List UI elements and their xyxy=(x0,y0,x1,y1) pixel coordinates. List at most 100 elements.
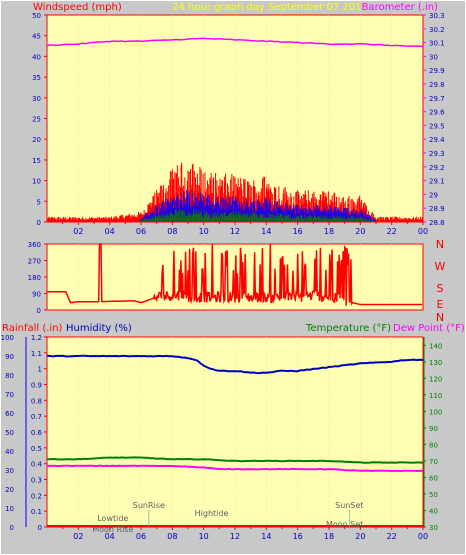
barometer-y-tick-label: 30.1 xyxy=(429,40,445,48)
temp-y-tick-label: 140 xyxy=(429,342,442,350)
barometer-y-tick-label: 28.8 xyxy=(429,219,445,227)
wind-panel-x-tick-label: 14 xyxy=(261,227,271,236)
compass-letter: S xyxy=(437,282,444,295)
wind-panel-x-tick-label: 20 xyxy=(355,227,365,236)
direction-y-tick-label: 270 xyxy=(28,258,41,266)
rainfall-y-tick-label: 20 xyxy=(5,486,14,494)
temp-y-tick-label: 110 xyxy=(429,392,442,400)
barometer-y-tick-label: 29 xyxy=(429,191,438,199)
wind-y-tick-label: 50 xyxy=(32,12,41,20)
humidity-y-tick-label: 1.2 xyxy=(31,334,42,342)
wind-y-tick-label: 40 xyxy=(32,53,41,61)
barometer-line xyxy=(46,37,424,48)
barometer-y-tick-label: 30.2 xyxy=(429,26,445,34)
barometer-y-tick-label: 29.2 xyxy=(429,164,445,172)
temp-panel-x-tick-label: 02 xyxy=(73,532,83,541)
temperature-axis-title: Temperature (°F) xyxy=(305,323,391,334)
wind-panel-x-tick-label: 08 xyxy=(167,227,177,236)
temp-y-tick-label: 30 xyxy=(429,524,438,532)
wind-y-tick-label: 15 xyxy=(32,157,41,165)
wind-y-tick-label: 20 xyxy=(32,136,41,144)
wind-panel-x-tick-label: 12 xyxy=(230,227,240,236)
temp-y-tick-label: 70 xyxy=(429,458,438,466)
barometer-y-tick-label: 30 xyxy=(429,53,438,61)
wind-panel-x-tick-label: 22 xyxy=(387,227,397,236)
humidity-y-tick-label: 1.1 xyxy=(31,350,42,358)
wind-panel-x-tick-label: 10 xyxy=(199,227,209,236)
temp-y-tick-label: 40 xyxy=(429,507,438,515)
rainfall-y-tick-label: 90 xyxy=(5,353,14,361)
temp-y-tick-label: 130 xyxy=(429,359,442,367)
temp-panel-x-tick-label: 12 xyxy=(230,532,240,541)
barometer-y-tick-label: 29.3 xyxy=(429,150,445,158)
event-label: Lowtide xyxy=(97,514,128,523)
compass-letter: N xyxy=(436,238,444,251)
barometer-y-tick-label: 29.6 xyxy=(429,109,445,117)
wind-direction-panel: 0 90 180 270 360 xyxy=(28,241,424,315)
event-label: Hightide xyxy=(195,509,229,518)
temp-panel-x-tick-label: 06 xyxy=(136,532,146,541)
rainfall-y-tick-label: 80 xyxy=(5,372,14,380)
windspeed-axis-title: Windspeed (mph) xyxy=(33,2,122,13)
wind-barometer-panel: 0 5 10 15 20 25 30 35 40 45 50 28.8 28.9 29 29.1 29.2 29… xyxy=(32,12,445,236)
humidity-y-tick-label: 0 xyxy=(38,524,42,532)
event-label: Moon Rise xyxy=(92,525,133,534)
direction-y-tick-label: 90 xyxy=(32,291,41,299)
dewpoint-axis-title: Dew Point (°F) xyxy=(393,323,465,334)
wind-y-tick-label: 5 xyxy=(37,198,41,206)
wind-panel-x-tick-label: 18 xyxy=(324,227,334,236)
wind-panel-x-tick-label: 04 xyxy=(105,227,115,236)
humidity-axis-title: Humidity (%) xyxy=(66,323,132,334)
wind-direction-line xyxy=(47,243,423,306)
rainfall-y-tick-label: 40 xyxy=(5,448,14,456)
rainfall-y-tick-label: 60 xyxy=(5,410,14,418)
compass-letter: E xyxy=(437,298,444,311)
graph-title: 24 hour graph day September 07 2018 xyxy=(172,2,368,13)
wind-panel-x-tick-label: 00 xyxy=(418,227,428,236)
barometer-y-tick-label: 29.1 xyxy=(429,178,445,186)
wind-y-tick-label: 45 xyxy=(32,33,41,41)
temperature-line xyxy=(47,456,424,464)
temp-y-tick-label: 120 xyxy=(429,375,442,383)
rainfall-y-tick-label: 50 xyxy=(5,429,14,437)
humidity-line xyxy=(46,354,424,375)
temp-panel-x-tick-label: 22 xyxy=(387,532,397,541)
humidity-y-tick-label: 0.6 xyxy=(31,429,43,437)
temp-panel-x-tick-label: 14 xyxy=(261,532,271,541)
temp-y-tick-label: 100 xyxy=(429,408,442,416)
barometer-y-tick-label: 29.4 xyxy=(429,136,445,144)
compass-letter: N xyxy=(436,311,444,324)
temp-y-tick-label: 90 xyxy=(429,425,438,433)
humidity-y-tick-label: 0.1 xyxy=(31,508,42,516)
direction-y-tick-label: 360 xyxy=(28,241,41,249)
humidity-y-tick-label: 0.3 xyxy=(31,477,42,485)
direction-y-tick-label: 0 xyxy=(37,307,41,315)
event-label: SunSet xyxy=(335,501,363,510)
temp-y-tick-label: 60 xyxy=(429,474,438,482)
rainfall-y-tick-label: 10 xyxy=(5,505,14,513)
barometer-y-tick-label: 29.8 xyxy=(429,81,445,89)
temp-panel-x-tick-label: 20 xyxy=(355,532,365,541)
rainfall-y-tick-label: 30 xyxy=(5,467,14,475)
barometer-y-tick-label: 30.3 xyxy=(429,12,445,20)
temp-panel-plot-area xyxy=(46,336,424,528)
temp-panel-x-tick-label: 10 xyxy=(199,532,209,541)
barometer-axis-title: Barometer (.in) xyxy=(362,2,438,13)
event-label: Moon Set xyxy=(326,520,363,529)
temp-humidity-panel: 010203040506070809010000.10.20.30.40.50.… xyxy=(1,334,443,541)
rainfall-y-tick-label: 100 xyxy=(1,334,14,342)
barometer-y-tick-label: 29.7 xyxy=(429,95,445,103)
compass-letter: W xyxy=(435,260,446,273)
temp-panel-x-tick-label: 16 xyxy=(293,532,303,541)
humidity-y-tick-label: 0.9 xyxy=(31,382,42,390)
temp-panel-x-tick-label: 08 xyxy=(167,532,177,541)
humidity-y-tick-label: 1 xyxy=(38,366,42,374)
humidity-y-tick-label: 0.8 xyxy=(31,397,42,405)
humidity-y-tick-label: 0.7 xyxy=(31,413,42,421)
barometer-y-tick-label: 29.9 xyxy=(429,67,445,75)
direction-y-tick-label: 180 xyxy=(28,274,41,282)
dewpoint-line xyxy=(46,464,424,473)
temp-panel-x-tick-label: 00 xyxy=(418,532,428,541)
temp-y-tick-label: 80 xyxy=(429,441,438,449)
